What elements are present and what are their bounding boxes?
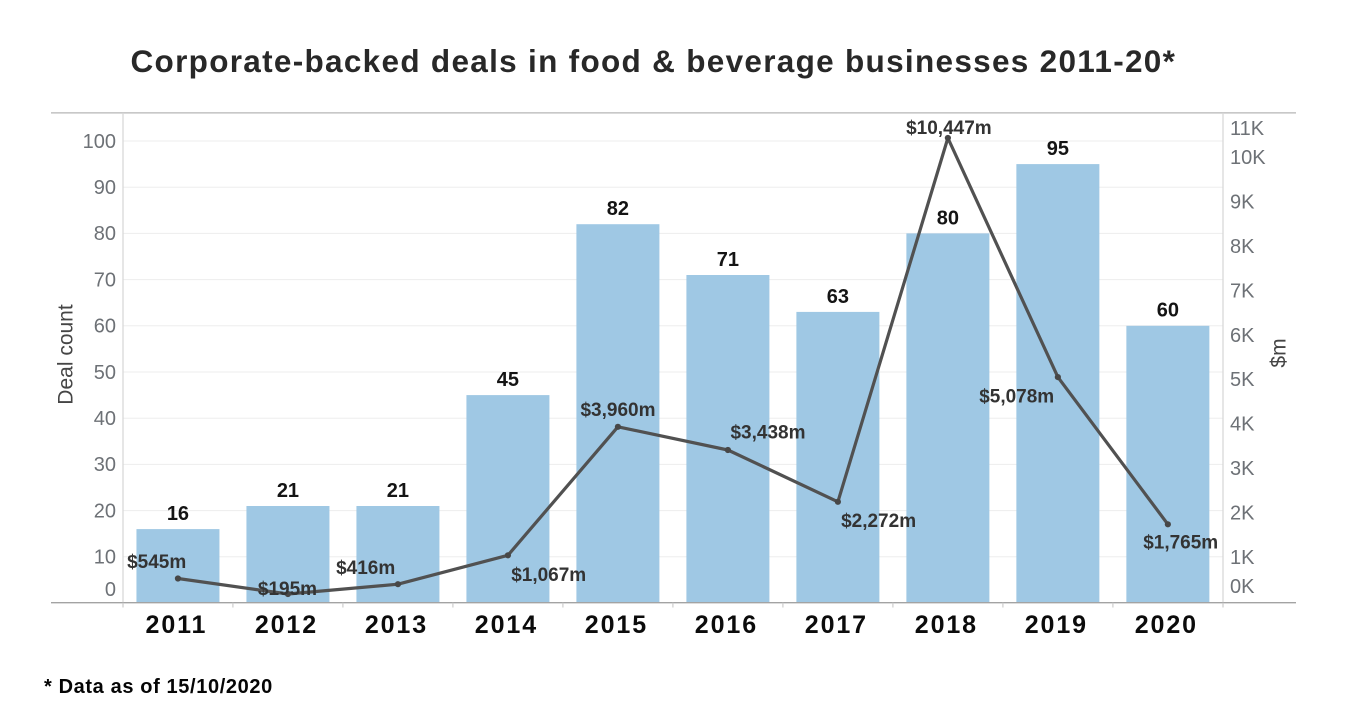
svg-text:2017: 2017 xyxy=(805,611,868,639)
svg-text:5K: 5K xyxy=(1230,369,1255,391)
svg-text:9K: 9K xyxy=(1230,192,1255,214)
svg-text:$1,765m: $1,765m xyxy=(1143,533,1218,554)
svg-text:3K: 3K xyxy=(1230,458,1255,480)
svg-text:$545m: $545m xyxy=(127,552,186,573)
svg-text:4K: 4K xyxy=(1230,414,1255,436)
svg-text:Corporate-backed deals in food: Corporate-backed deals in food & beverag… xyxy=(131,43,1177,79)
svg-text:7K: 7K xyxy=(1230,280,1255,302)
svg-text:$416m: $416m xyxy=(336,558,395,579)
svg-text:20: 20 xyxy=(94,500,116,522)
svg-text:2018: 2018 xyxy=(915,611,978,639)
svg-text:10K: 10K xyxy=(1230,147,1266,169)
svg-text:0K: 0K xyxy=(1230,576,1255,598)
svg-text:60: 60 xyxy=(1157,300,1179,322)
svg-text:21: 21 xyxy=(277,480,299,502)
svg-text:60: 60 xyxy=(94,316,116,338)
svg-text:82: 82 xyxy=(607,198,629,220)
svg-text:$195m: $195m xyxy=(258,579,317,600)
svg-text:6K: 6K xyxy=(1230,325,1255,347)
svg-text:$3,960m: $3,960m xyxy=(580,400,655,421)
svg-text:40: 40 xyxy=(94,408,116,430)
svg-text:80: 80 xyxy=(937,207,959,229)
svg-text:2K: 2K xyxy=(1230,503,1255,525)
svg-text:2014: 2014 xyxy=(475,611,538,639)
svg-text:2011: 2011 xyxy=(146,611,208,639)
svg-text:2012: 2012 xyxy=(255,611,318,639)
svg-text:10: 10 xyxy=(94,547,116,569)
svg-text:2019: 2019 xyxy=(1025,611,1088,639)
svg-text:$m: $m xyxy=(1268,338,1291,367)
svg-text:45: 45 xyxy=(497,369,519,391)
svg-text:$5,078m: $5,078m xyxy=(979,386,1054,407)
svg-text:0: 0 xyxy=(105,579,116,601)
svg-text:50: 50 xyxy=(94,362,116,384)
svg-text:100: 100 xyxy=(83,131,116,153)
svg-text:71: 71 xyxy=(717,249,739,271)
svg-text:11K: 11K xyxy=(1230,118,1265,140)
svg-text:80: 80 xyxy=(94,223,116,245)
svg-text:21: 21 xyxy=(387,480,409,502)
svg-text:* Data as of 15/10/2020: * Data as of 15/10/2020 xyxy=(44,676,273,698)
svg-text:$1,067m: $1,067m xyxy=(511,565,586,586)
svg-text:30: 30 xyxy=(94,454,116,476)
svg-text:16: 16 xyxy=(167,503,189,525)
svg-text:1K: 1K xyxy=(1230,547,1255,569)
svg-text:8K: 8K xyxy=(1230,236,1255,258)
svg-text:70: 70 xyxy=(94,269,116,291)
svg-text:2016: 2016 xyxy=(695,611,758,639)
svg-text:63: 63 xyxy=(827,286,849,308)
svg-text:$10,447m: $10,447m xyxy=(906,118,992,139)
svg-text:2013: 2013 xyxy=(365,611,428,639)
svg-text:Deal count: Deal count xyxy=(55,304,78,405)
svg-text:$2,272m: $2,272m xyxy=(841,511,916,532)
svg-text:90: 90 xyxy=(94,177,116,199)
svg-text:2020: 2020 xyxy=(1135,611,1198,639)
svg-text:$3,438m: $3,438m xyxy=(730,422,805,443)
svg-text:2015: 2015 xyxy=(585,611,648,639)
svg-text:95: 95 xyxy=(1047,138,1069,160)
